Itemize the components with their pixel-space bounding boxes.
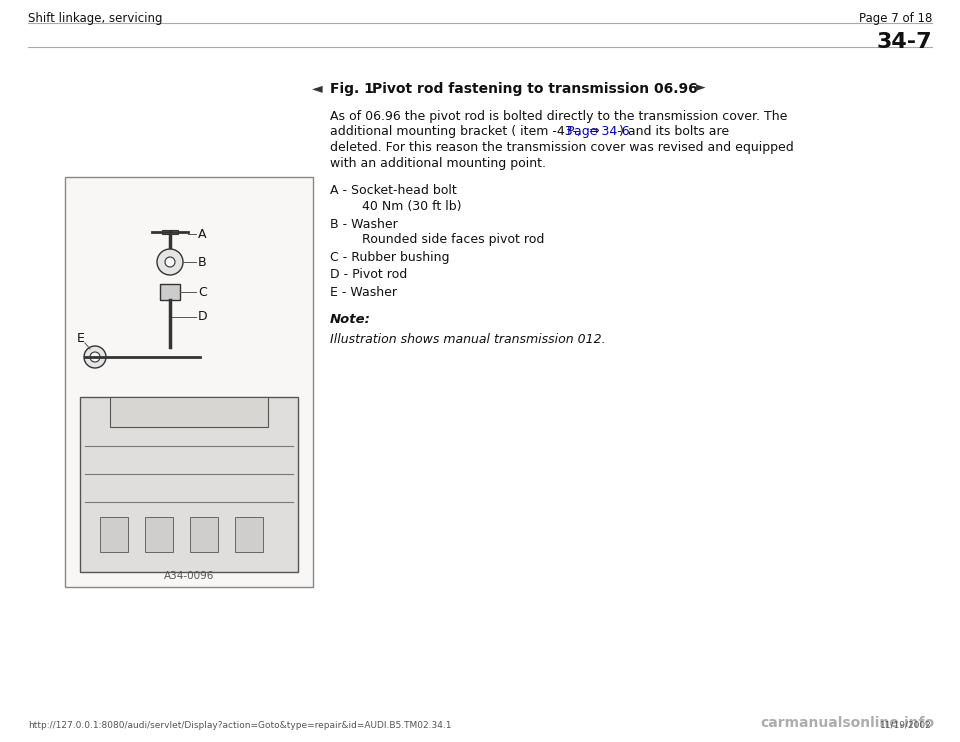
Circle shape xyxy=(84,346,106,368)
Circle shape xyxy=(157,249,183,275)
Text: D: D xyxy=(198,310,207,324)
Text: Illustration shows manual transmission 012.: Illustration shows manual transmission 0… xyxy=(330,333,606,346)
Bar xyxy=(162,230,178,234)
Text: 40 Nm (30 ft lb): 40 Nm (30 ft lb) xyxy=(362,200,462,213)
Text: Page 7 of 18: Page 7 of 18 xyxy=(858,12,932,25)
Text: D - Pivot rod: D - Pivot rod xyxy=(330,268,407,281)
Text: carmanualsonline.info: carmanualsonline.info xyxy=(760,716,934,730)
Text: 34-7: 34-7 xyxy=(876,32,932,52)
Bar xyxy=(80,397,298,572)
Text: with an additional mounting point.: with an additional mounting point. xyxy=(330,157,546,169)
Text: ►: ► xyxy=(696,81,706,94)
Text: additional mounting bracket ( item -43-,  ⇒: additional mounting bracket ( item -43-,… xyxy=(330,125,604,139)
Text: Fig. 1: Fig. 1 xyxy=(330,82,373,96)
Text: Rounded side faces pivot rod: Rounded side faces pivot rod xyxy=(362,233,544,246)
Text: C - Rubber bushing: C - Rubber bushing xyxy=(330,251,449,263)
Text: Shift linkage, servicing: Shift linkage, servicing xyxy=(28,12,162,25)
Text: B - Washer: B - Washer xyxy=(330,217,397,231)
Circle shape xyxy=(90,352,100,362)
Text: ◄: ◄ xyxy=(312,81,323,95)
Text: E: E xyxy=(77,332,84,346)
Bar xyxy=(190,517,218,552)
Text: Page 34-6: Page 34-6 xyxy=(566,125,630,139)
Text: http://127.0.0.1:8080/audi/servlet/Display?action=Goto&type=repair&id=AUDI.B5.TM: http://127.0.0.1:8080/audi/servlet/Displ… xyxy=(28,721,451,730)
Text: Pivot rod fastening to transmission 06.96: Pivot rod fastening to transmission 06.9… xyxy=(372,82,698,96)
Text: ) and its bolts are: ) and its bolts are xyxy=(615,125,730,139)
Text: B: B xyxy=(198,255,206,269)
Bar xyxy=(145,517,173,552)
Bar xyxy=(110,397,268,427)
Bar xyxy=(160,284,180,300)
Bar xyxy=(65,177,313,587)
Text: E - Washer: E - Washer xyxy=(330,286,397,298)
Text: C: C xyxy=(198,286,206,298)
Text: A: A xyxy=(198,228,206,240)
Text: As of 06.96 the pivot rod is bolted directly to the transmission cover. The: As of 06.96 the pivot rod is bolted dire… xyxy=(330,110,787,123)
Text: deleted. For this reason the transmission cover was revised and equipped: deleted. For this reason the transmissio… xyxy=(330,141,794,154)
Bar xyxy=(100,517,128,552)
Bar xyxy=(235,517,263,552)
Text: 11/19/2002: 11/19/2002 xyxy=(880,721,932,730)
Text: A34-0096: A34-0096 xyxy=(164,571,214,581)
Circle shape xyxy=(165,257,175,267)
Text: Note:: Note: xyxy=(330,313,371,326)
Text: A - Socket-head bolt: A - Socket-head bolt xyxy=(330,185,457,197)
